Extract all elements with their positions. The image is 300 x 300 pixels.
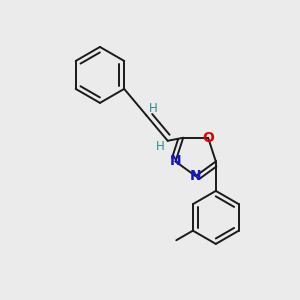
Text: H: H	[156, 140, 165, 153]
Text: O: O	[202, 131, 214, 145]
Text: N: N	[170, 154, 181, 169]
Text: H: H	[149, 102, 158, 115]
Text: N: N	[190, 169, 202, 183]
